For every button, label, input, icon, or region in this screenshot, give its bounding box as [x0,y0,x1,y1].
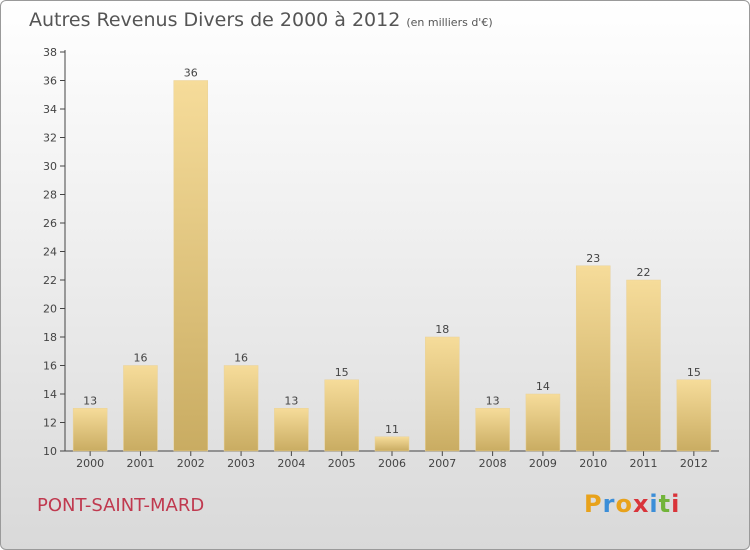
logo-letter: t [659,490,671,518]
bar [325,380,359,451]
y-tick-label: 38 [43,46,57,59]
logo-letter: x [633,490,649,518]
bar [425,337,459,451]
x-tick-label: 2004 [277,457,305,470]
y-tick-label: 20 [43,303,57,316]
y-tick-label: 14 [43,388,57,401]
commune-name: PONT-SAINT-MARD [37,495,204,516]
x-tick-label: 2001 [126,457,154,470]
y-tick-label: 32 [43,132,57,145]
bar [375,437,409,451]
y-tick-label: 36 [43,75,57,88]
y-tick-label: 10 [43,445,57,458]
bar [576,266,610,451]
bar [627,280,661,451]
x-tick-label: 2000 [76,457,104,470]
bar [677,380,711,451]
data-label: 15 [335,366,349,379]
data-label: 13 [486,394,500,407]
x-tick-label: 2012 [680,457,708,470]
bar [476,408,510,451]
bar [274,408,308,451]
y-tick-label: 26 [43,217,57,230]
y-tick-label: 34 [43,103,57,116]
logo-letter: P [584,490,603,518]
data-label: 23 [586,252,600,265]
y-tick-label: 22 [43,274,57,287]
bar [123,366,157,452]
y-tick-label: 12 [43,417,57,430]
y-tick-label: 24 [43,246,57,259]
bar [73,408,107,451]
y-tick-label: 18 [43,331,57,344]
y-tick-label: 16 [43,360,57,373]
x-tick-label: 2008 [479,457,507,470]
logo-letter: i [649,490,658,518]
data-label: 16 [133,352,147,365]
y-tick-label: 28 [43,189,57,202]
x-tick-label: 2003 [227,457,255,470]
logo-letter: o [615,490,633,518]
data-label: 14 [536,380,550,393]
data-label: 13 [284,394,298,407]
x-tick-label: 2011 [630,457,658,470]
data-label: 15 [687,366,701,379]
x-tick-label: 2005 [328,457,356,470]
data-label: 11 [385,423,399,436]
logo-letter: r [603,490,616,518]
proxiti-logo: Proxiti [584,490,680,518]
y-tick-label: 30 [43,160,57,173]
x-tick-label: 2006 [378,457,406,470]
x-tick-label: 2009 [529,457,557,470]
x-tick-label: 2010 [579,457,607,470]
data-label: 16 [234,352,248,365]
x-tick-label: 2002 [177,457,205,470]
bar [224,366,258,452]
logo-letter: i [671,490,680,518]
bar [174,81,208,452]
x-tick-label: 2007 [428,457,456,470]
data-label: 13 [83,394,97,407]
data-label: 22 [637,266,651,279]
data-label: 36 [184,67,198,80]
data-label: 18 [435,323,449,336]
bar [526,394,560,451]
